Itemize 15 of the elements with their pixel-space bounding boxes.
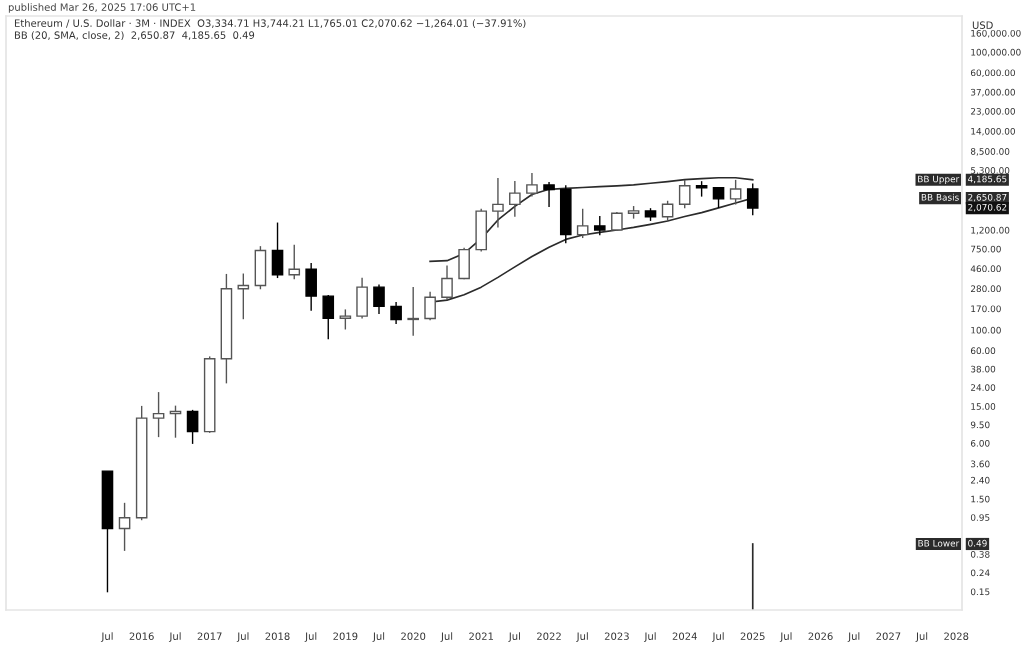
candlestick xyxy=(526,172,538,197)
candlestick xyxy=(373,284,385,315)
line-series xyxy=(429,176,754,263)
candlestick xyxy=(152,392,165,438)
candlestick xyxy=(305,262,317,311)
candlestick xyxy=(543,181,555,208)
candlestick xyxy=(509,180,521,217)
candlestick xyxy=(356,277,368,319)
candlestick xyxy=(492,177,504,228)
candlestick xyxy=(407,286,419,336)
candlestick xyxy=(101,470,114,593)
candlestick xyxy=(203,356,216,433)
candlestick xyxy=(441,265,453,300)
candlestick xyxy=(424,291,436,320)
candlestick xyxy=(390,302,402,325)
